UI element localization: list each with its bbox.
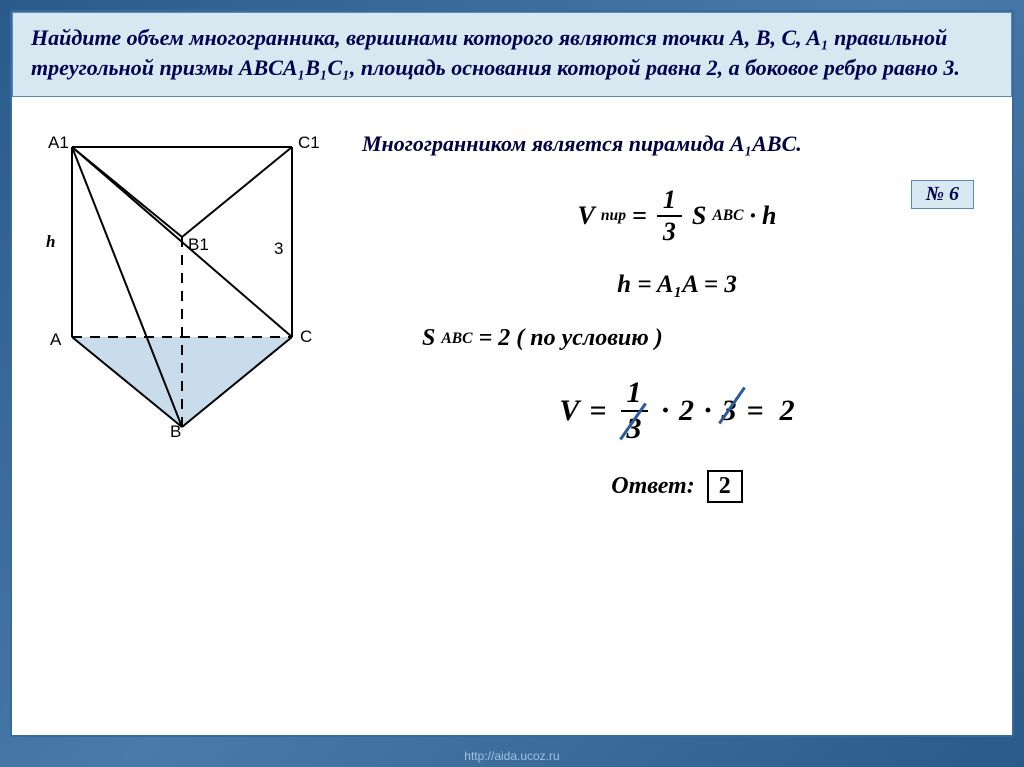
label-edge3: 3 bbox=[274, 239, 283, 259]
sym-eq: = bbox=[632, 201, 647, 231]
sub-pir: пир bbox=[601, 207, 626, 225]
prism-svg bbox=[42, 127, 332, 447]
label-a: A bbox=[50, 330, 61, 350]
sym-dot: · bbox=[750, 201, 757, 231]
answer-box: 2 bbox=[707, 470, 743, 503]
problem-text: Найдите объем многогранника, вершинами к… bbox=[31, 23, 993, 82]
label-b1: B1 bbox=[188, 235, 209, 255]
label-h: h bbox=[46, 232, 55, 252]
line-h: h = A₁A = 3 bbox=[362, 271, 992, 299]
h-value: h = A₁A = 3 bbox=[617, 271, 737, 299]
frac-num: 1 bbox=[657, 187, 682, 217]
sym-h: h bbox=[762, 201, 776, 231]
formula-volume: Vпир = 1 3 S ABC · h bbox=[362, 187, 992, 245]
slide-frame: Найдите объем многогранника, вершинами к… bbox=[10, 10, 1014, 737]
s-value: = 2 ( по условию ) bbox=[479, 325, 663, 352]
sub-abc: ABC bbox=[712, 207, 743, 225]
sym-v: V bbox=[578, 201, 595, 231]
calc-eq1: = bbox=[589, 394, 606, 428]
strike-3: 3 bbox=[722, 394, 737, 428]
sym-s: S bbox=[692, 201, 706, 231]
frac-den: 3 bbox=[657, 217, 682, 245]
calc-eq2: = bbox=[747, 394, 764, 428]
label-b: B bbox=[170, 422, 181, 442]
strike-frac: 1 3 bbox=[617, 378, 652, 444]
label-a1: A1 bbox=[48, 133, 69, 153]
answer-label: Ответ: bbox=[611, 473, 694, 500]
label-c: C bbox=[300, 327, 312, 347]
prism-diagram: A1 C1 B1 A C B h 3 bbox=[42, 127, 332, 447]
calc-dot2: · bbox=[704, 394, 712, 428]
content-area: A1 C1 B1 A C B h 3 Многогранником являет… bbox=[12, 97, 1012, 503]
label-c1: C1 bbox=[298, 133, 320, 153]
calc-v: V bbox=[559, 394, 579, 428]
frac-onethird: 1 3 bbox=[657, 187, 682, 245]
calc-result: 2 bbox=[780, 394, 795, 428]
calc-2: 2 bbox=[679, 394, 694, 428]
sym-s2: S bbox=[422, 325, 435, 352]
formula-calc: V = 1 3 · 2 · 3 = 2 bbox=[362, 378, 992, 444]
sub-abc2: ABC bbox=[441, 330, 472, 348]
answer-row: Ответ: 2 bbox=[362, 470, 992, 503]
footer-url: http://aida.ucoz.ru bbox=[0, 749, 1024, 763]
solution-area: Многогранником является пирамида A₁ABC. … bbox=[362, 125, 992, 503]
line-s: S ABC = 2 ( по условию ) bbox=[422, 325, 992, 352]
problem-box: Найдите объем многогранника, вершинами к… bbox=[12, 12, 1012, 97]
calc-dot1: · bbox=[662, 394, 670, 428]
solution-intro: Многогранником является пирамида A₁ABC. bbox=[362, 131, 992, 157]
